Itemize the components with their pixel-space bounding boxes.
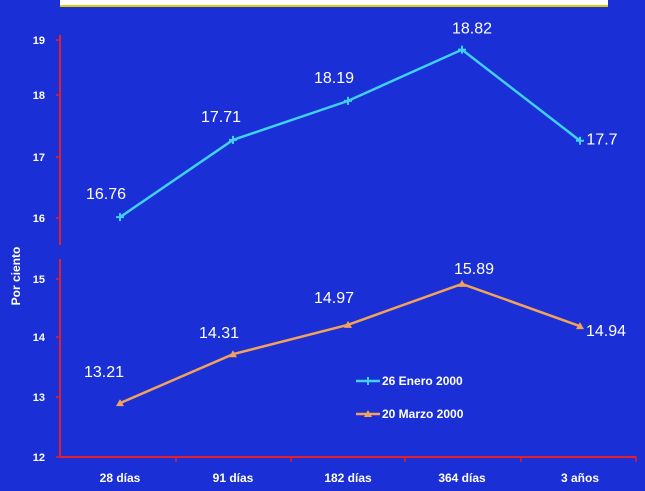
x-tick-label: 91 días bbox=[213, 471, 254, 485]
data-point bbox=[116, 213, 124, 222]
legend-marker bbox=[364, 410, 372, 417]
data-point bbox=[229, 350, 237, 358]
x-tick-labels: 28 días 91 días 182 días 364 días 3 años bbox=[100, 471, 600, 485]
data-point bbox=[576, 322, 584, 330]
data-label: 14.31 bbox=[199, 325, 239, 342]
title-strip bbox=[60, 0, 608, 5]
data-label: 18.82 bbox=[452, 21, 492, 38]
chart-legend: 26 Enero 2000 20 Marzo 2000 bbox=[356, 374, 464, 421]
y-tick-label: 18 bbox=[33, 90, 45, 102]
data-point bbox=[229, 135, 237, 144]
data-label: 15.89 bbox=[454, 261, 494, 278]
y-tick-label: 15 bbox=[33, 274, 45, 286]
y-tick-label: 17 bbox=[33, 152, 45, 164]
y-tick-label: 19 bbox=[33, 35, 45, 47]
x-tick-label: 28 días bbox=[100, 471, 141, 485]
legend-entry: 26 Enero 2000 bbox=[382, 374, 463, 388]
title-strip-accent bbox=[60, 5, 608, 7]
data-label: 13.21 bbox=[84, 364, 124, 381]
data-label: 17.71 bbox=[201, 109, 241, 126]
data-label: 14.97 bbox=[314, 290, 354, 307]
legend-marker bbox=[364, 377, 372, 385]
data-point bbox=[344, 320, 352, 328]
chart-axes bbox=[59, 35, 637, 462]
data-point bbox=[458, 279, 466, 287]
data-point bbox=[116, 399, 124, 407]
y-axis-label: Por ciento bbox=[9, 247, 23, 306]
data-label: 17.7 bbox=[586, 132, 617, 149]
legend-entry: 20 Marzo 2000 bbox=[382, 407, 464, 421]
y-tick-label: 16 bbox=[33, 213, 45, 225]
y-tick-label: 14 bbox=[33, 332, 46, 344]
y-tick-labels: 12 13 14 15 16 17 18 19 bbox=[33, 35, 60, 464]
chart-series: 16.76 17.71 18.19 18.82 17.7 13.21 14.31 14.97 1… bbox=[84, 21, 626, 407]
x-tick-label: 182 días bbox=[324, 471, 372, 485]
y-tick-label: 12 bbox=[33, 452, 45, 464]
data-point bbox=[576, 136, 584, 145]
data-label: 16.76 bbox=[86, 186, 126, 203]
x-tick-label: 3 años bbox=[561, 471, 599, 485]
x-tick-label: 364 días bbox=[438, 471, 486, 485]
data-point bbox=[344, 96, 352, 105]
data-point bbox=[458, 45, 466, 54]
data-label: 14.94 bbox=[586, 323, 626, 340]
data-label: 18.19 bbox=[314, 70, 354, 87]
y-tick-label: 13 bbox=[33, 392, 45, 404]
